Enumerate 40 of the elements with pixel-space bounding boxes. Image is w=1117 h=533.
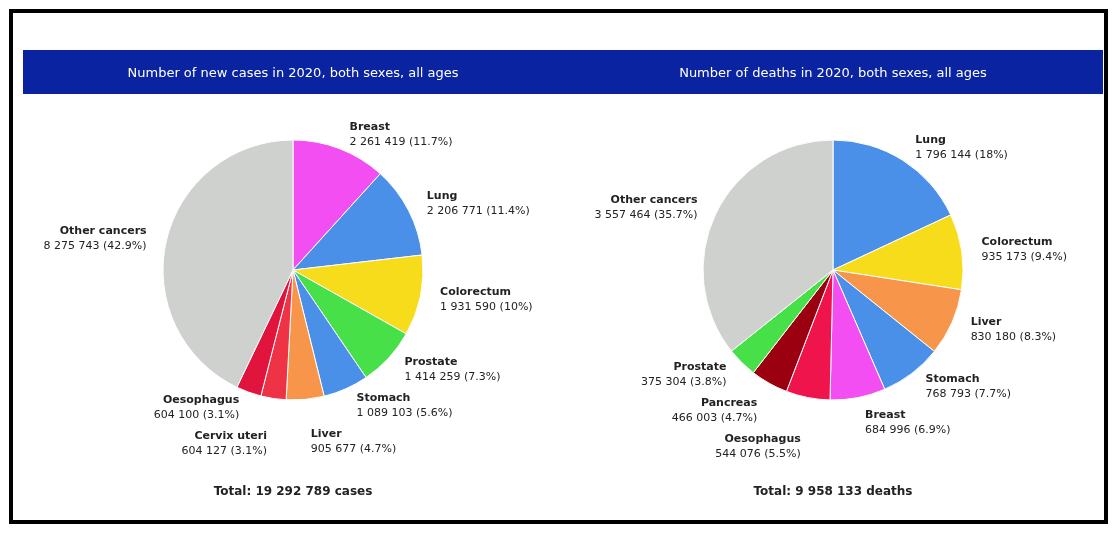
text: Total: 19 292 789 cases (213, 484, 373, 498)
chart-title: Number of new cases in 2020, both sexes, all ages (127, 65, 459, 80)
data-label: 544 076 (5.5%) (715, 446, 801, 460)
slice-label: Breast (349, 119, 391, 133)
data-label: 8 275 743 (42.9%) (43, 238, 147, 252)
data-label: 604 127 (3.1%) (181, 444, 267, 458)
data-label: 604 100 (3.1%) (153, 408, 240, 422)
slice-label: Colorectum (440, 284, 512, 298)
data-label: 2 206 771 (11.4%) (426, 204, 530, 218)
data-label: 830 180 (8.3%) (970, 329, 1057, 343)
data-label: 905 677 (4.7%) (310, 441, 397, 455)
chart-title: Number of deaths in 2020, both sexes, all ages (679, 65, 988, 80)
data-label: 1 796 144 (18%) (915, 147, 1008, 161)
slice-label: Liver (310, 426, 343, 440)
slice-label: Breast (865, 408, 906, 422)
data-label: 684 996 (6.9%) (865, 423, 951, 437)
slice-label: Prostate (404, 354, 458, 368)
slice-label: Stomach (356, 390, 411, 404)
slice-label: Liver (970, 314, 1003, 328)
data-label: 3 557 464 (35.7%) (594, 207, 698, 221)
text: Total: 9 958 133 deaths (753, 484, 913, 498)
slice-label: Lung (915, 132, 946, 146)
data-label: 768 793 (7.7%) (925, 387, 1012, 401)
data-label: 1 414 259 (7.3%) (404, 369, 501, 383)
data-label: 935 173 (9.4%) (981, 250, 1068, 264)
slice-label: Other cancers (610, 192, 698, 206)
slice-label: Oesophagus (162, 393, 240, 407)
data-label: 375 304 (3.8%) (640, 374, 727, 388)
slice-label: Other cancers (59, 223, 148, 237)
data-label: 2 261 419 (11.7%) (349, 134, 453, 148)
slice-label: Pancreas (700, 395, 758, 409)
slice-label: Oesophagus (724, 431, 802, 445)
data-label: 1 931 590 (10%) (440, 299, 533, 313)
data-label: 1 089 103 (5.6%) (356, 405, 453, 419)
data-label: 466 003 (4.7%) (671, 410, 758, 424)
slice-label: Lung (426, 189, 458, 203)
slice-label: Colorectum (981, 235, 1053, 249)
slice-label: Stomach (925, 372, 980, 386)
slice-label: Cervix uteri (194, 429, 267, 443)
slice-label: Prostate (673, 359, 727, 373)
